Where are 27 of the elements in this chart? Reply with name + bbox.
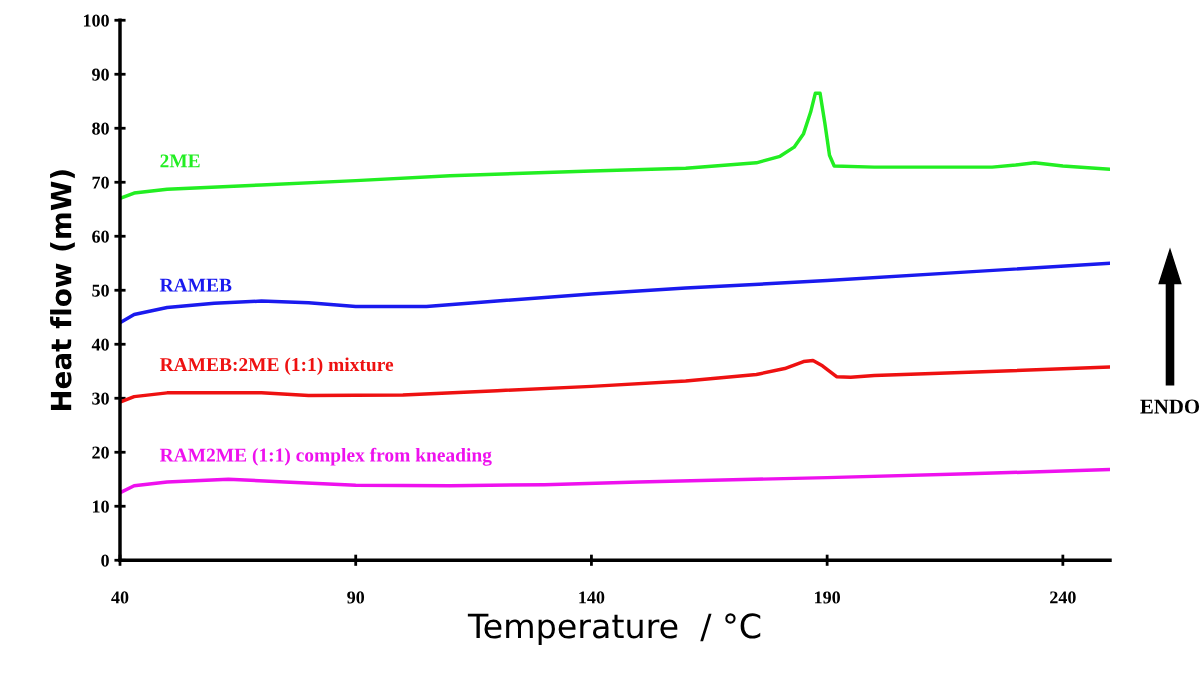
line-series (120, 261, 1110, 325)
y-tick-label: 0 (101, 554, 109, 567)
series-label: RAMEB:2ME (1:1) mixture (159, 357, 394, 376)
line-series (120, 467, 1110, 495)
series-label: 2ME (160, 154, 200, 168)
line-series (120, 91, 1110, 201)
x-tick-label: 90 (347, 591, 365, 604)
y-tick-label: 60 (92, 230, 109, 243)
x-tick-label: 140 (579, 591, 605, 604)
x-tick-label: 40 (111, 591, 129, 604)
x-tick-label: 240 (1050, 591, 1076, 604)
y-tick-label: 40 (91, 338, 109, 351)
y-tick-label: 50 (92, 284, 109, 297)
line-series (120, 358, 1110, 404)
y-tick-label: 90 (92, 68, 109, 81)
x-axis-title: Temperature / °C (467, 613, 761, 645)
series-label: RAMEB (159, 278, 232, 292)
series-label: RAM2ME (1:1) complex from kneading (159, 447, 492, 466)
y-tick-label: 100 (83, 14, 109, 27)
y-tick-label: 30 (92, 392, 109, 405)
y-tick-label: 20 (92, 446, 109, 459)
x-tick-label: 190 (815, 591, 840, 604)
y-axis-title: Heat flow (mW) (50, 170, 75, 411)
y-tick-label: 80 (92, 122, 109, 135)
y-tick-label: 10 (92, 500, 109, 513)
y-tick-label: 70 (92, 176, 109, 189)
text: ENDO (1140, 399, 1200, 414)
